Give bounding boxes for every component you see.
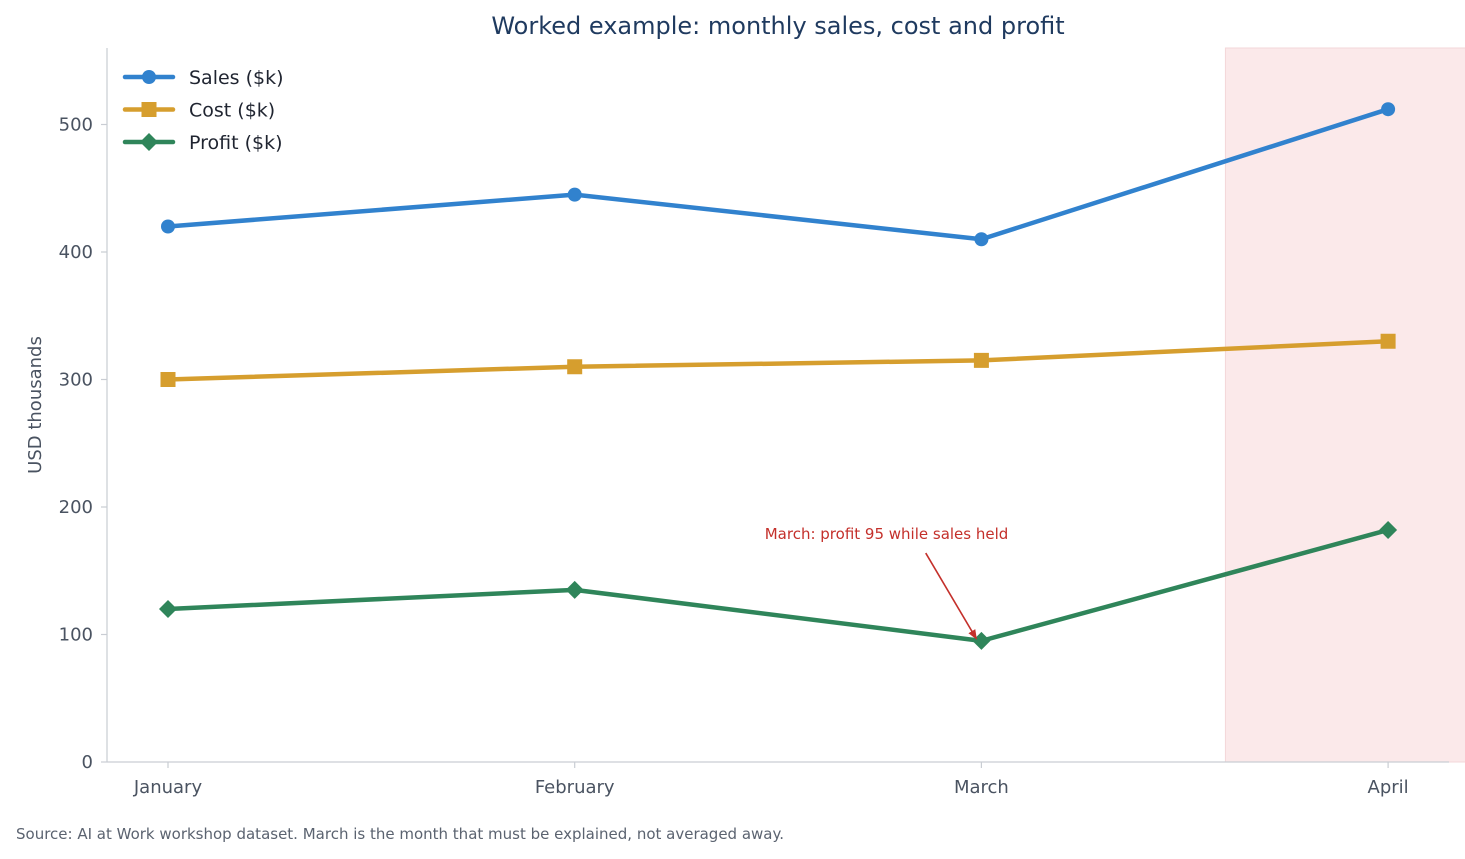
series-2: [159, 520, 1398, 650]
y-tick-label: 500: [59, 115, 93, 136]
x-tick-label: February: [535, 777, 615, 798]
x-tick-label: January: [133, 777, 203, 798]
data-point: [972, 631, 991, 650]
series-line: [165, 106, 1391, 242]
series-0: [161, 102, 1396, 247]
data-point: [1379, 520, 1398, 539]
y-tick-label: 400: [59, 242, 93, 263]
legend-marker: [141, 102, 157, 117]
highlight-band: [1224, 47, 1465, 763]
series-line: [165, 339, 1391, 382]
legend-marker: [142, 70, 156, 84]
series-1: [160, 333, 1396, 387]
data-point: [567, 187, 582, 202]
legend: Sales ($k) Cost ($k) Profit ($k): [122, 67, 284, 154]
data-point: [565, 580, 584, 599]
legend-label: Sales ($k): [189, 67, 284, 89]
annotation-arrow: [925, 552, 978, 640]
data-point: [973, 352, 989, 368]
source-note: Source: AI at Work workshop dataset. Mar…: [16, 825, 784, 843]
y-tick-label: 200: [59, 497, 93, 518]
x-tick-label: March: [954, 777, 1009, 798]
data-point: [567, 359, 583, 375]
y-tick-label: 300: [59, 370, 93, 391]
y-tick-label: 0: [82, 752, 93, 773]
series-line: [165, 527, 1391, 644]
annotation-layer: March: profit 95 while sales held: [765, 525, 1009, 640]
x-tick-label: April: [1368, 777, 1409, 798]
data-point: [1380, 333, 1396, 349]
chart-title: Worked example: monthly sales, cost and …: [491, 12, 1064, 40]
legend-marker: [140, 133, 158, 151]
axes: 0 100 200 300 400 500 January February March Apri…: [59, 48, 1449, 798]
data-point: [159, 600, 177, 618]
legend-label: Cost ($k): [189, 100, 275, 122]
data-point: [1381, 102, 1396, 117]
legend-label: Profit ($k): [189, 132, 283, 154]
legend-entry: Sales ($k): [122, 67, 284, 89]
data-point: [161, 219, 175, 234]
y-tick-label: 100: [59, 625, 93, 646]
data-point: [974, 232, 989, 247]
legend-entry: Cost ($k): [122, 100, 275, 122]
series-layer: [159, 102, 1398, 650]
annotation-text: March: profit 95 while sales held: [765, 525, 1009, 543]
y-axis-label: USD thousands: [25, 336, 46, 474]
legend-entry: Profit ($k): [122, 132, 283, 154]
data-point: [160, 372, 176, 387]
